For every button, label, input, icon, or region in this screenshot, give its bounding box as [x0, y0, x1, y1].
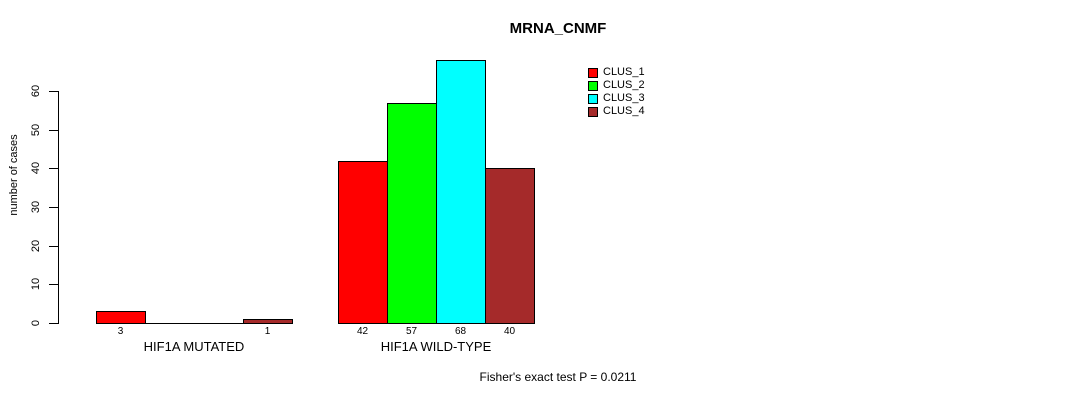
legend-swatch-clus_1	[588, 67, 598, 78]
legend-label-clus_4: CLUS_4	[603, 105, 645, 117]
y-tick-label: 30	[30, 200, 42, 214]
y-axis-line	[58, 91, 59, 324]
legend-label-clus_1: CLUS_1	[603, 66, 645, 78]
y-tick-label: 10	[30, 277, 42, 291]
legend-swatch-clus_2	[588, 80, 598, 91]
y-tick	[49, 91, 58, 92]
bar-value-label: 42	[356, 326, 369, 337]
legend: CLUS_1 CLUS_2 CLUS_3 CLUS_4	[588, 66, 645, 118]
y-tick	[49, 207, 58, 208]
x-category-label: HIF1A MUTATED	[143, 339, 245, 354]
legend-label-clus_2: CLUS_2	[603, 79, 645, 91]
y-tick	[49, 284, 58, 285]
bar-clus_4-hif1a-wild-type	[485, 168, 535, 324]
y-tick-label: 50	[30, 123, 42, 137]
y-tick	[49, 168, 58, 169]
bar-value-label: 40	[503, 326, 516, 337]
legend-swatch-clus_4	[588, 106, 598, 117]
group-baseline	[338, 323, 535, 324]
legend-swatch-clus_3	[588, 93, 598, 104]
y-tick	[49, 130, 58, 131]
bar-clus_1-hif1a-wild-type	[338, 161, 388, 324]
bar-value-label: 3	[117, 326, 124, 337]
legend-item-clus_2: CLUS_2	[588, 79, 645, 92]
x-category-label: HIF1A WILD-TYPE	[380, 339, 492, 354]
y-tick-label: 40	[30, 161, 42, 175]
bar-clus_2-hif1a-wild-type	[387, 103, 437, 324]
bar-value-label: 57	[405, 326, 418, 337]
bar-value-label: 1	[264, 326, 271, 337]
group-baseline	[96, 323, 293, 324]
bar-value-label: 68	[454, 326, 467, 337]
legend-item-clus_4: CLUS_4	[588, 105, 645, 118]
legend-label-clus_3: CLUS_3	[603, 92, 645, 104]
y-tick	[49, 246, 58, 247]
y-tick	[49, 323, 58, 324]
chart-title: MRNA_CNMF	[509, 20, 607, 37]
y-tick-label: 60	[30, 84, 42, 98]
y-tick-label: 20	[30, 239, 42, 253]
y-tick-label: 0	[30, 319, 42, 327]
legend-item-clus_1: CLUS_1	[588, 66, 645, 79]
annotation-text: Fisher's exact test P = 0.0211	[479, 370, 637, 384]
legend-item-clus_3: CLUS_3	[588, 92, 645, 105]
bar-clus_3-hif1a-wild-type	[436, 60, 486, 324]
